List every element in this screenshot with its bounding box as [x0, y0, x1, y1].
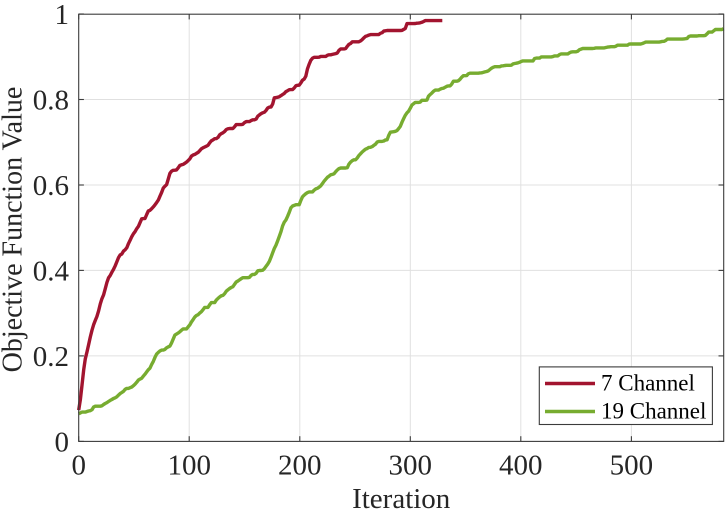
svg-text:0.4: 0.4	[33, 255, 70, 287]
svg-text:0.8: 0.8	[33, 84, 69, 116]
svg-text:300: 300	[389, 450, 433, 482]
svg-text:200: 200	[278, 450, 322, 482]
svg-text:Iteration: Iteration	[352, 483, 451, 515]
svg-text:7 Channel: 7 Channel	[601, 371, 695, 396]
svg-text:1: 1	[55, 0, 70, 31]
svg-text:0.2: 0.2	[33, 341, 69, 373]
svg-text:500: 500	[610, 450, 654, 482]
svg-text:0: 0	[71, 450, 86, 482]
svg-text:19 Channel: 19 Channel	[601, 399, 706, 424]
svg-text:0.6: 0.6	[33, 170, 69, 202]
svg-text:100: 100	[167, 450, 211, 482]
svg-text:400: 400	[499, 450, 543, 482]
svg-text:0: 0	[55, 426, 70, 458]
svg-text:Objective Function Value: Objective Function Value	[0, 87, 29, 373]
